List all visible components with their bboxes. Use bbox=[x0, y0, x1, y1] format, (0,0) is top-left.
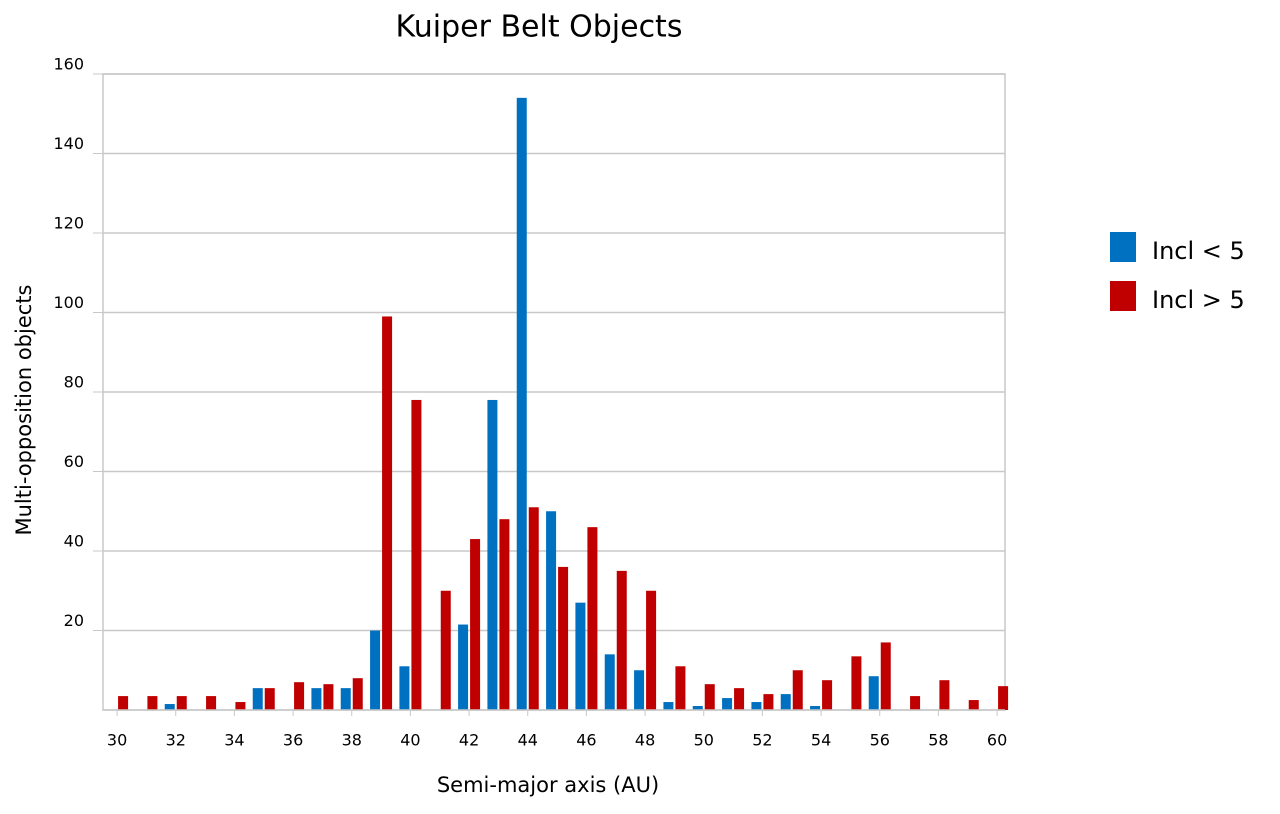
y-axis-label: Multi-opposition objects bbox=[12, 285, 36, 536]
y-tick-label: 80 bbox=[64, 373, 84, 392]
legend-swatch bbox=[1110, 232, 1136, 262]
bar bbox=[147, 696, 158, 710]
bar bbox=[264, 688, 275, 710]
bar bbox=[734, 688, 745, 710]
bar bbox=[340, 688, 351, 710]
bar bbox=[722, 698, 733, 710]
bar bbox=[382, 316, 393, 710]
x-tick-label: 48 bbox=[635, 731, 655, 750]
bar bbox=[235, 702, 246, 710]
legend-label: Incl < 5 bbox=[1152, 237, 1245, 265]
bar bbox=[499, 519, 510, 710]
bar bbox=[252, 688, 263, 710]
bar bbox=[704, 684, 715, 710]
bar bbox=[528, 507, 539, 710]
bar bbox=[810, 706, 821, 710]
x-tick-label: 34 bbox=[224, 731, 244, 750]
bar bbox=[176, 696, 187, 710]
y-tick-label: 140 bbox=[53, 134, 84, 153]
bar bbox=[470, 539, 481, 710]
bar bbox=[546, 511, 557, 710]
bar bbox=[118, 696, 129, 710]
bar bbox=[575, 602, 586, 710]
bar bbox=[692, 706, 703, 710]
bar bbox=[939, 680, 950, 710]
bar bbox=[780, 694, 791, 710]
bar bbox=[751, 702, 762, 710]
chart-title: Kuiper Belt Objects bbox=[396, 10, 683, 45]
legend-swatch bbox=[1110, 281, 1136, 311]
y-tick-label: 40 bbox=[64, 532, 84, 551]
y-tick-label: 20 bbox=[64, 611, 84, 630]
bar bbox=[323, 684, 334, 710]
bar bbox=[968, 700, 979, 710]
bar bbox=[663, 702, 674, 710]
y-tick-label: 100 bbox=[53, 293, 84, 312]
x-tick-label: 36 bbox=[283, 731, 303, 750]
bar bbox=[634, 670, 645, 710]
bar bbox=[206, 696, 217, 710]
x-axis-label: Semi-major axis (AU) bbox=[437, 773, 659, 797]
x-tick-label: 54 bbox=[811, 731, 831, 750]
y-tick-label: 120 bbox=[53, 214, 84, 233]
x-tick-label: 32 bbox=[166, 731, 186, 750]
bar bbox=[440, 590, 451, 710]
bar bbox=[164, 704, 175, 710]
bar bbox=[411, 399, 422, 710]
bar bbox=[675, 666, 686, 710]
x-tick-label: 44 bbox=[518, 731, 538, 750]
bar bbox=[851, 656, 862, 710]
x-tick-label: 50 bbox=[694, 731, 714, 750]
x-tick-label: 52 bbox=[752, 731, 772, 750]
x-tick-label: 42 bbox=[459, 731, 479, 750]
bar bbox=[910, 696, 921, 710]
bar bbox=[604, 654, 615, 710]
bar bbox=[616, 570, 627, 710]
bar bbox=[352, 678, 363, 710]
y-tick-label: 60 bbox=[64, 452, 84, 471]
bar bbox=[792, 670, 803, 710]
bar bbox=[646, 590, 657, 710]
bar bbox=[294, 682, 305, 710]
x-tick-label: 46 bbox=[576, 731, 596, 750]
bar bbox=[487, 399, 498, 710]
x-tick-label: 58 bbox=[928, 731, 948, 750]
bar bbox=[311, 688, 322, 710]
bar bbox=[516, 97, 527, 711]
bar bbox=[763, 694, 774, 710]
bar bbox=[998, 686, 1009, 710]
x-tick-label: 38 bbox=[342, 731, 362, 750]
bar bbox=[558, 566, 569, 710]
bar bbox=[587, 527, 598, 710]
bar bbox=[370, 630, 381, 710]
bar bbox=[868, 676, 879, 710]
bar bbox=[880, 642, 891, 710]
x-tick-label: 56 bbox=[870, 731, 890, 750]
x-tick-label: 40 bbox=[400, 731, 420, 750]
bar bbox=[399, 666, 410, 710]
legend-label: Incl > 5 bbox=[1152, 286, 1245, 314]
bar bbox=[458, 624, 469, 710]
x-tick-label: 60 bbox=[987, 731, 1007, 750]
bar bbox=[822, 680, 833, 710]
y-tick-label: 160 bbox=[53, 55, 84, 74]
x-tick-label: 30 bbox=[107, 731, 127, 750]
